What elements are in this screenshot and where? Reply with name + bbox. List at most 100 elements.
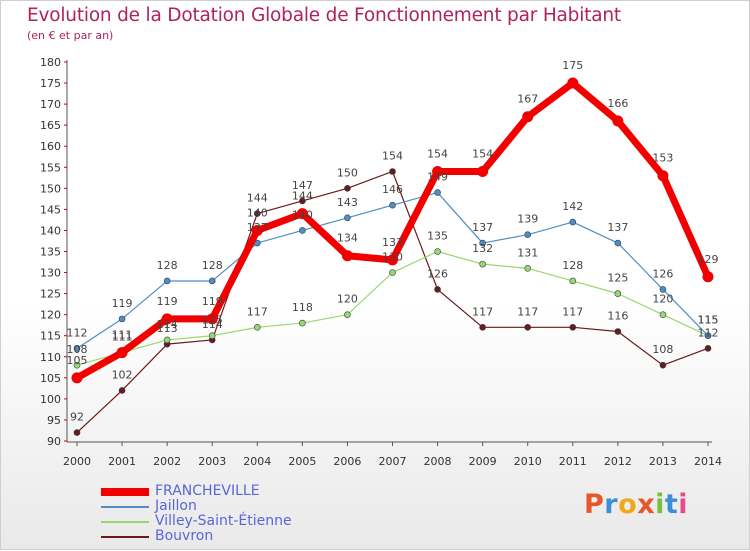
data-label-villey-saint-tienne: 118: [292, 301, 313, 314]
data-point-jaillon: [659, 286, 667, 293]
logo-letter: i: [678, 489, 689, 520]
data-point-jaillon: [344, 214, 351, 222]
x-tick-label: 2007: [379, 455, 407, 468]
x-tick-label: 2010: [514, 455, 542, 468]
legend-label: FRANCHEVILLE: [155, 483, 260, 499]
data-label-bouvron: 113: [157, 322, 178, 335]
data-label-bouvron: 117: [517, 305, 538, 318]
data-label-francheville: 140: [247, 206, 268, 219]
data-point-bouvron: [434, 286, 441, 293]
data-point-bouvron: [659, 361, 667, 369]
legend-swatch: [101, 506, 149, 508]
y-tick-label: 105: [40, 372, 61, 385]
x-tick-label: 2002: [153, 455, 181, 468]
proxiti-logo: Proxiti: [584, 489, 688, 520]
data-point-jaillon: [73, 345, 81, 352]
data-label-villey-saint-tienne: 135: [427, 230, 448, 243]
data-point-bouvron: [253, 210, 261, 217]
data-label-villey-saint-tienne: 125: [607, 272, 628, 285]
x-tick-label: 2009: [469, 455, 497, 468]
y-tick-label: 95: [47, 414, 61, 427]
data-point-francheville: [387, 254, 398, 266]
data-label-francheville: 105: [67, 354, 88, 367]
data-label-jaillon: 115: [698, 314, 719, 327]
data-point-bouvron: [614, 328, 622, 335]
data-point-bouvron: [344, 185, 351, 192]
y-tick-label: 160: [40, 140, 61, 153]
logo-letter: t: [664, 489, 679, 520]
logo-letter: x: [637, 489, 656, 520]
legend-swatch: [101, 536, 149, 538]
chart-subtitle: (en € et par an): [27, 29, 114, 42]
y-tick-label: 135: [40, 246, 61, 259]
data-point-villey-saint-tienne: [614, 290, 622, 297]
data-label-jaillon: 112: [67, 326, 88, 339]
data-label-bouvron: 117: [562, 305, 583, 318]
data-label-francheville: 134: [337, 232, 358, 245]
data-label-bouvron: 114: [202, 318, 223, 331]
data-label-francheville: 167: [517, 93, 538, 106]
data-label-jaillon: 143: [337, 196, 358, 209]
data-label-bouvron: 144: [247, 192, 268, 205]
data-label-jaillon: 137: [472, 221, 493, 234]
data-point-jaillon: [208, 277, 216, 285]
y-tick-label: 100: [40, 393, 61, 406]
data-point-francheville: [206, 313, 218, 325]
data-label-francheville: 119: [157, 295, 178, 308]
data-label-jaillon: 139: [517, 213, 538, 226]
data-point-jaillon: [524, 231, 532, 238]
data-point-bouvron: [118, 387, 126, 394]
data-label-jaillon: 146: [382, 183, 403, 196]
data-label-villey-saint-tienne: 115: [698, 314, 719, 327]
data-point-bouvron: [569, 323, 577, 331]
y-tick-label: 125: [40, 288, 61, 301]
data-label-villey-saint-tienne: 114: [157, 318, 178, 331]
logo-letter: o: [618, 489, 638, 520]
chart-series: [71, 77, 714, 436]
data-label-francheville: 119: [202, 295, 223, 308]
data-label-francheville: 153: [652, 152, 673, 165]
data-point-francheville: [116, 347, 128, 359]
data-point-bouvron: [299, 197, 306, 205]
data-point-villey-saint-tienne: [208, 332, 216, 340]
x-tick-label: 2000: [63, 455, 91, 468]
data-point-jaillon: [118, 315, 126, 323]
x-tick-label: 2005: [288, 455, 316, 468]
y-tick-label: 170: [40, 98, 61, 111]
data-point-bouvron: [73, 429, 81, 436]
data-point-francheville: [71, 372, 83, 384]
data-point-villey-saint-tienne: [253, 323, 261, 331]
data-point-francheville: [161, 313, 173, 325]
data-label-villey-saint-tienne: 131: [517, 246, 538, 259]
data-point-jaillon: [479, 239, 486, 247]
data-point-jaillon: [614, 239, 622, 247]
data-label-bouvron: 116: [607, 310, 628, 323]
data-label-bouvron: 117: [472, 305, 493, 318]
data-label-francheville: 154: [472, 147, 493, 160]
data-label-villey-saint-tienne: 132: [472, 242, 493, 255]
y-tick-label: 120: [40, 309, 61, 322]
data-point-jaillon: [569, 218, 577, 226]
legend-swatch: [101, 488, 149, 496]
data-point-jaillon: [704, 332, 712, 340]
data-label-villey-saint-tienne: 115: [202, 314, 223, 327]
data-point-villey-saint-tienne: [569, 277, 577, 285]
x-tick-label: 2013: [649, 455, 677, 468]
x-tick-label: 2006: [333, 455, 361, 468]
data-label-jaillon: 149: [427, 171, 448, 184]
data-label-francheville: 144: [292, 190, 313, 203]
y-tick-label: 115: [40, 330, 61, 343]
x-tick-label: 2011: [559, 455, 587, 468]
data-label-bouvron: 112: [698, 326, 719, 339]
y-tick-label: 145: [40, 203, 61, 216]
data-point-villey-saint-tienne: [344, 311, 351, 318]
data-point-bouvron: [479, 323, 486, 331]
data-label-villey-saint-tienne: 111: [112, 331, 133, 344]
y-tick-label: 165: [40, 119, 61, 132]
data-label-bouvron: 108: [652, 343, 673, 356]
data-label-jaillon: 137: [247, 221, 268, 234]
chart-title: Evolution de la Dotation Globale de Fonc…: [27, 5, 621, 26]
data-label-francheville: 175: [562, 59, 583, 72]
data-label-bouvron: 92: [70, 411, 84, 424]
